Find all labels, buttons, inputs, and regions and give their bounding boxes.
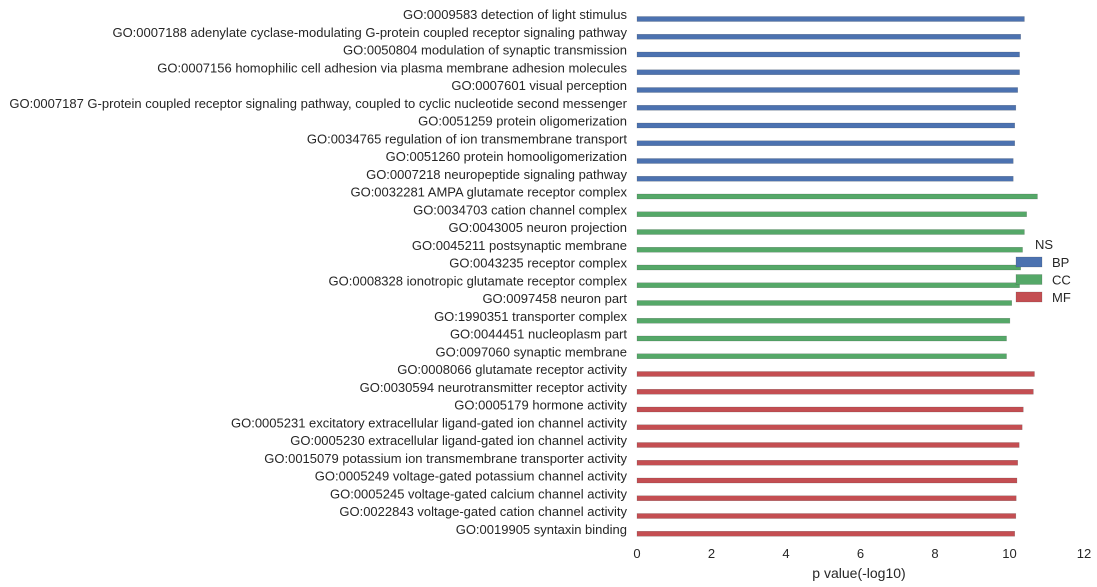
bar-mf [636, 371, 1035, 377]
bar-bp [636, 122, 1015, 129]
bar-cc [636, 247, 1023, 253]
bar-bp [636, 51, 1020, 58]
bar-mf [636, 442, 1020, 448]
x-tick-label: 6 [857, 546, 864, 561]
category-label: GO:1990351 transporter complex [434, 309, 627, 324]
category-label: GO:0051259 protein oligomerization [418, 114, 627, 129]
bar-bp [636, 87, 1018, 93]
category-label: GO:0044451 nucleoplasm part [450, 327, 627, 342]
bar-mf [636, 424, 1023, 430]
category-label: GO:0005231 excitatory extracellular liga… [231, 415, 628, 430]
x-tick-label: 0 [633, 546, 640, 561]
category-label: GO:0043005 neuron projection [448, 220, 627, 235]
category-label: GO:0005230 extracellular ligand-gated io… [290, 433, 627, 448]
bar-cc [636, 300, 1012, 306]
x-tick-label: 10 [1002, 546, 1016, 561]
category-label: GO:0050804 modulation of synaptic transm… [343, 43, 627, 58]
bar-mf [636, 531, 1015, 537]
category-label: GO:0030594 neurotransmitter receptor act… [360, 380, 628, 395]
category-label: GO:0005245 voltage-gated calcium channel… [330, 486, 628, 501]
category-label: GO:0034703 cation channel complex [413, 202, 627, 217]
bar-cc [636, 229, 1025, 235]
bar-bp [636, 158, 1014, 164]
legend-swatch-bp [1015, 256, 1043, 268]
bar-cc [636, 264, 1021, 271]
bar-bp [636, 69, 1020, 75]
bar-mf [636, 513, 1017, 519]
bar-cc [636, 353, 1007, 359]
bar-mf [636, 389, 1034, 395]
category-label: GO:0005249 voltage-gated potassium chann… [315, 469, 628, 484]
x-tick-label: 8 [931, 546, 938, 561]
category-label: GO:0022843 voltage-gated cation channel … [339, 504, 627, 519]
bar-cc [636, 318, 1011, 324]
bar-cc [636, 211, 1027, 217]
category-label: GO:0007187 G-protein coupled receptor si… [9, 96, 627, 111]
category-label: GO:0009583 detection of light stimulus [403, 7, 628, 22]
bar-mf [636, 460, 1018, 466]
legend-label: MF [1052, 290, 1071, 305]
category-label: GO:0007188 adenylate cyclase-modulating … [112, 25, 627, 40]
category-label: GO:0015079 potassium ion transmembrane t… [264, 451, 627, 466]
x-tick-label: 12 [1077, 546, 1091, 561]
bar-bp [636, 140, 1015, 146]
bars-layer [636, 16, 1038, 537]
category-label: GO:0019905 syntaxin binding [456, 522, 627, 537]
bar-cc [636, 282, 1020, 288]
x-axis: p value(-log10) 0 2 4 6 8 10 12 [633, 546, 1091, 581]
category-label: GO:0008066 glutamate receptor activity [397, 362, 627, 377]
legend-title: NS [1035, 237, 1053, 252]
category-label: GO:0097458 neuron part [482, 291, 627, 306]
category-label: GO:0097060 synaptic membrane [436, 344, 628, 359]
bar-mf [636, 495, 1017, 501]
category-label: GO:0045211 postsynaptic membrane [412, 238, 627, 253]
category-label: GO:0051260 protein homooligomerization [386, 149, 627, 164]
category-label: GO:0032281 AMPA glutamate receptor compl… [350, 185, 627, 200]
category-label: GO:0008328 ionotropic glutamate receptor… [329, 273, 628, 288]
bar-cc [636, 193, 1038, 200]
bar-cc [636, 335, 1007, 342]
category-label: GO:0034765 regulation of ion transmembra… [307, 131, 628, 146]
bar-bp [636, 176, 1014, 182]
bar-bp [636, 16, 1025, 22]
category-label: GO:0005179 hormone activity [454, 398, 627, 413]
legend-swatch-mf [1015, 291, 1043, 303]
legend-label: BP [1052, 255, 1069, 270]
x-axis-title: p value(-log10) [812, 565, 905, 581]
bar-bp [636, 105, 1017, 111]
category-labels: GO:0009583 detection of light stimulus GO… [9, 7, 627, 537]
category-label: GO:0007601 visual perception [451, 78, 627, 93]
legend-label: CC [1052, 273, 1071, 288]
bar-mf [636, 477, 1018, 484]
bar-bp [636, 34, 1021, 40]
bar-mf [636, 406, 1024, 413]
category-label: GO:0007156 homophilic cell adhesion via … [157, 60, 627, 75]
x-tick-label: 2 [708, 546, 715, 561]
x-tick-label: 4 [782, 546, 789, 561]
category-label: GO:0043235 receptor complex [449, 256, 627, 271]
category-label: GO:0007218 neuropeptide signaling pathwa… [366, 167, 627, 182]
legend-swatch-cc [1015, 274, 1043, 285]
legend: NS BP CC MF [1015, 237, 1071, 305]
